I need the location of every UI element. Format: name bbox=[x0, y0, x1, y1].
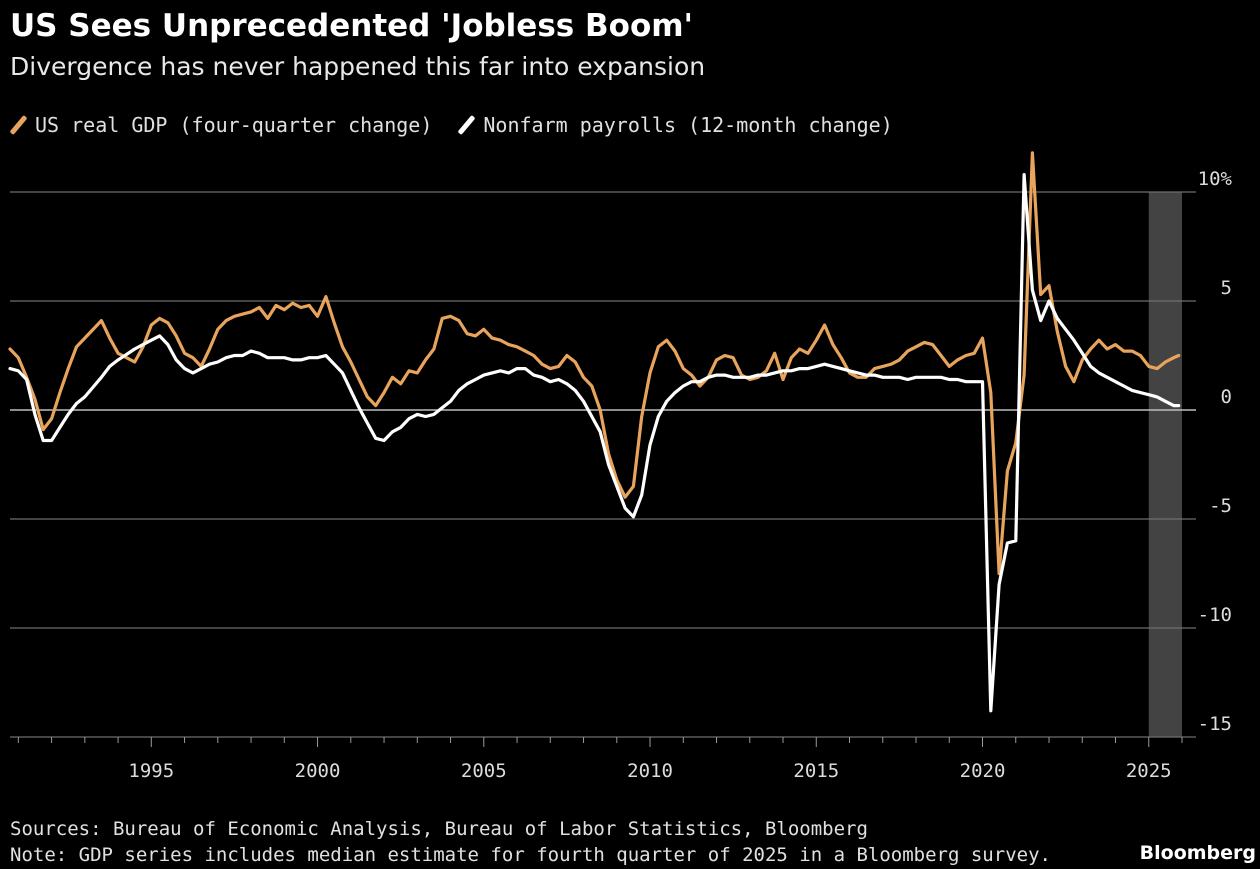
chart-subtitle: Divergence has never happened this far i… bbox=[10, 52, 706, 81]
y-tick-label: 0 bbox=[1221, 386, 1232, 408]
x-tick-label: 2005 bbox=[461, 760, 507, 782]
legend-label-gdp: US real GDP (four-quarter change) bbox=[35, 113, 433, 137]
chart-title: US Sees Unprecedented 'Jobless Boom' bbox=[10, 8, 694, 44]
y-tick-label: 5 bbox=[1221, 277, 1232, 299]
y-tick-label: -10 bbox=[1198, 604, 1232, 626]
series-line-gdp bbox=[8, 151, 1181, 576]
legend-item-payrolls: Nonfarm payrolls (12-month change) bbox=[457, 113, 893, 137]
x-tick-label: 2010 bbox=[627, 760, 673, 782]
x-tick-label: 2000 bbox=[295, 760, 341, 782]
y-tick-label: -15 bbox=[1198, 713, 1232, 735]
chart-sources: Sources: Bureau of Economic Analysis, Bu… bbox=[10, 818, 868, 840]
y-tick-label: 10% bbox=[1198, 168, 1233, 190]
chart-note: Note: GDP series includes median estimat… bbox=[10, 844, 1051, 866]
legend-label-payrolls: Nonfarm payrolls (12-month change) bbox=[483, 113, 893, 137]
chart-legend: US real GDP (four-quarter change) Nonfar… bbox=[9, 110, 919, 140]
series-line-payrolls bbox=[8, 173, 1181, 713]
y-tick-label: -5 bbox=[1209, 495, 1232, 517]
x-tick-label: 1995 bbox=[128, 760, 174, 782]
x-tick-label: 2025 bbox=[1126, 760, 1172, 782]
bloomberg-logo: Bloomberg bbox=[1139, 842, 1256, 864]
legend-item-gdp: US real GDP (four-quarter change) bbox=[9, 113, 433, 137]
x-tick-label: 2020 bbox=[960, 760, 1006, 782]
shaded-region bbox=[1148, 192, 1182, 737]
x-tick-label: 2015 bbox=[793, 760, 839, 782]
